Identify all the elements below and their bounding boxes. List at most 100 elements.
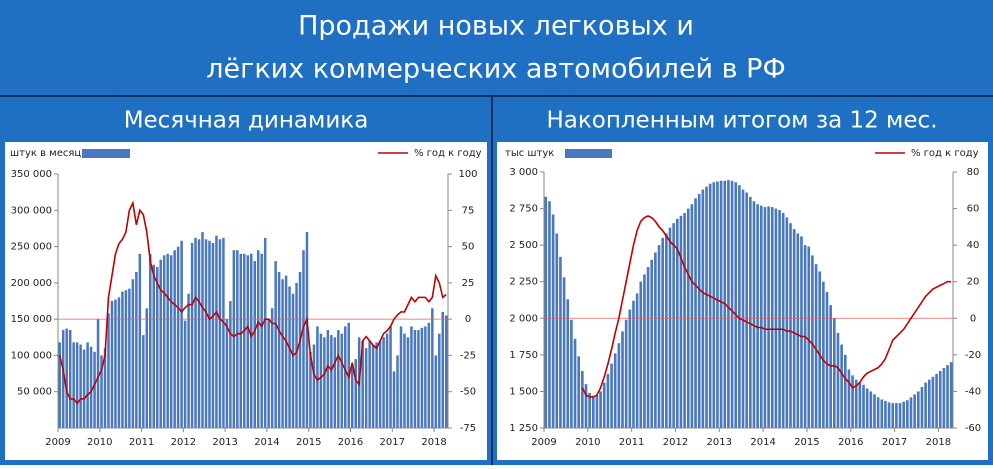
bar (913, 394, 916, 428)
y2-tick-label: 0 (970, 313, 976, 324)
bar (114, 299, 117, 428)
y2-tick-label: -60 (965, 423, 981, 434)
page-title: лёгких коммерческих автомобилей в РФ (206, 54, 785, 85)
bar (749, 196, 752, 428)
x-tick-label: 2018 (421, 437, 446, 448)
bar (410, 326, 413, 428)
x-tick-label: 2010 (87, 437, 112, 448)
y-tick-label: 50 000 (17, 387, 52, 398)
bar (719, 180, 723, 428)
bar (302, 250, 305, 428)
bar (635, 293, 639, 428)
x-tick-label: 2010 (575, 437, 600, 448)
bar (949, 362, 953, 428)
bar (694, 198, 697, 428)
bar (909, 397, 913, 428)
bar (121, 291, 124, 428)
bar (354, 359, 357, 428)
bar (256, 250, 260, 428)
bar (854, 379, 858, 428)
bar (661, 237, 664, 428)
bar (548, 201, 551, 428)
bar (573, 338, 577, 428)
bar (361, 340, 364, 428)
bar (284, 275, 288, 428)
bar (862, 384, 865, 428)
bar (840, 344, 843, 428)
bar (229, 301, 232, 428)
bar (745, 192, 748, 428)
bar (288, 286, 291, 428)
y2-tick-label: 40 (967, 240, 980, 251)
x-tick-label: 2014 (254, 437, 279, 448)
page-title: Продажи новых легковых и (298, 11, 694, 42)
x-tick-label: 2012 (171, 437, 196, 448)
bar (267, 319, 270, 428)
bar (716, 181, 719, 428)
bar (701, 189, 705, 428)
legend-label: тыс штук (505, 148, 554, 159)
bar (399, 326, 403, 428)
bar (378, 340, 382, 428)
bar (759, 205, 763, 428)
bar (675, 218, 679, 428)
bar (403, 333, 406, 428)
bar (712, 182, 716, 428)
bar (796, 233, 800, 428)
bar (68, 330, 72, 428)
x-tick-label: 2011 (619, 437, 644, 448)
x-tick-label: 2012 (663, 437, 688, 448)
bar (204, 239, 208, 428)
bar (218, 239, 222, 428)
bar (281, 279, 284, 428)
bar (169, 255, 173, 428)
bar (194, 237, 197, 428)
bar (884, 400, 887, 428)
bar (274, 261, 277, 428)
bar (679, 215, 683, 428)
panel-title: Месячная динамика (124, 108, 369, 134)
bar (100, 355, 103, 428)
y-tick-label: 1 500 (509, 386, 538, 397)
bar (610, 363, 613, 428)
y2-tick-label: -75 (460, 423, 476, 434)
bar (741, 189, 745, 428)
bar (606, 373, 610, 428)
y2-tick-label: 50 (462, 242, 475, 253)
bar (187, 293, 190, 428)
bar (588, 392, 591, 428)
bar (599, 391, 602, 428)
bar (581, 370, 584, 428)
bar (738, 185, 741, 428)
bar (236, 250, 239, 428)
bar (551, 214, 555, 428)
bar (602, 382, 606, 428)
y-tick-label: 1 250 (509, 423, 538, 434)
bar (82, 349, 86, 428)
bar (72, 342, 75, 428)
bar (424, 326, 427, 428)
bar (668, 227, 672, 428)
y2-tick-label: 60 (967, 204, 980, 215)
bar (239, 253, 243, 428)
bar (309, 351, 312, 428)
bar (683, 212, 686, 428)
bar (417, 330, 420, 428)
bar (778, 210, 781, 428)
bar (643, 274, 646, 428)
bar (159, 259, 162, 428)
panel-title: Накопленным итогом за 12 мес. (546, 108, 937, 134)
bar (152, 264, 156, 428)
bar (162, 255, 166, 428)
bar (770, 207, 774, 428)
bar (851, 375, 854, 428)
bar (646, 267, 650, 428)
bar (621, 331, 624, 428)
x-tick-label: 2017 (380, 437, 405, 448)
x-tick-label: 2009 (531, 437, 556, 448)
y2-tick-label: 0 (465, 314, 471, 325)
bar (843, 354, 847, 428)
bar (117, 297, 121, 428)
x-tick-label: 2013 (707, 437, 732, 448)
bar (295, 282, 298, 428)
